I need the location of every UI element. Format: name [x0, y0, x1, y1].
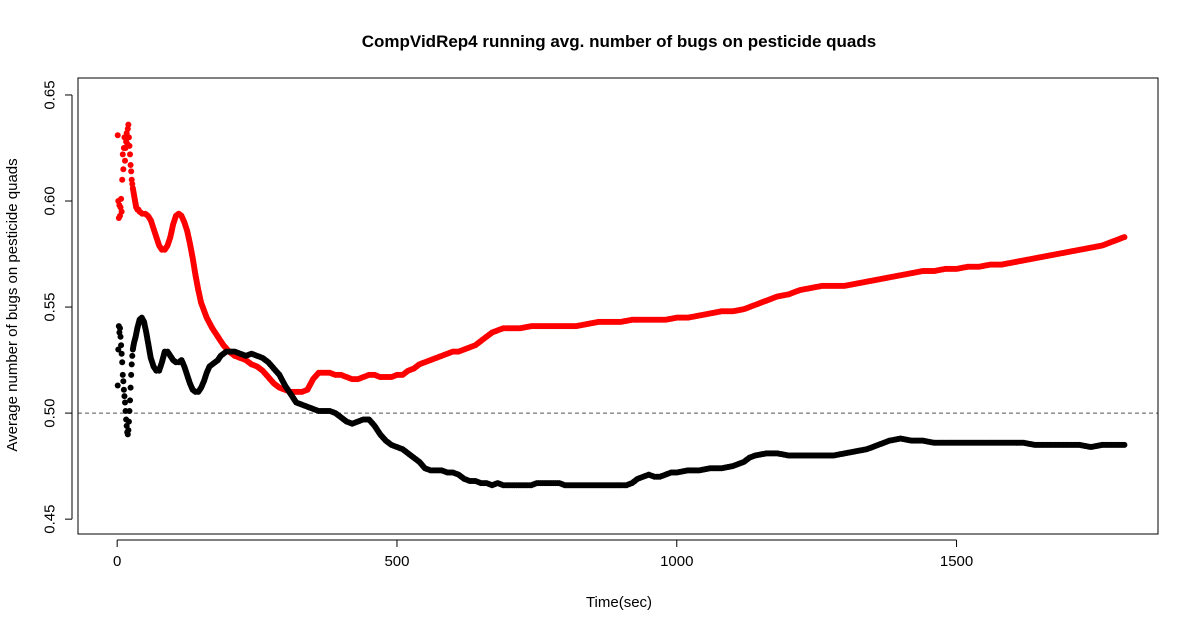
data-point — [128, 361, 135, 368]
plot-area — [78, 121, 1158, 489]
data-point — [127, 397, 134, 404]
data-point — [118, 208, 125, 215]
data-point — [121, 393, 128, 400]
data-point — [125, 418, 132, 425]
data-point — [118, 342, 125, 349]
y-axis-label: Average number of bugs on pesticide quad… — [4, 158, 21, 451]
series-1 — [114, 314, 1128, 489]
data-point — [129, 352, 136, 359]
data-point — [1121, 234, 1128, 241]
data-point — [128, 371, 135, 378]
data-point — [127, 384, 134, 391]
axes: 0 500 1000 1500 0.45 0.50 0.55 0.60 0.65 — [42, 80, 974, 570]
y-tick-label: 0.65 — [42, 80, 59, 109]
data-point — [116, 325, 123, 332]
data-point — [115, 346, 122, 353]
y-tick-label: 0.60 — [42, 186, 59, 215]
y-tick-label: 0.50 — [42, 399, 59, 428]
x-tick-label: 1000 — [660, 553, 693, 570]
data-point — [1121, 441, 1128, 448]
data-point — [128, 168, 135, 175]
data-point — [119, 176, 126, 183]
data-point — [120, 378, 127, 385]
data-point — [125, 134, 132, 141]
data-point — [119, 371, 126, 378]
y-tick-label: 0.45 — [42, 505, 59, 534]
data-point — [119, 359, 126, 366]
data-point — [118, 350, 125, 357]
data-point — [126, 407, 133, 414]
data-point — [127, 151, 134, 158]
data-point — [114, 382, 121, 389]
data-point — [125, 121, 132, 128]
data-point — [114, 132, 121, 139]
data-point — [119, 151, 126, 158]
data-point — [127, 161, 134, 168]
data-point — [120, 386, 127, 393]
x-tick-label: 0 — [113, 553, 121, 570]
data-point — [122, 157, 129, 164]
data-point — [120, 166, 127, 173]
plot-frame — [77, 77, 1159, 535]
data-point — [125, 427, 132, 434]
data-point — [126, 142, 133, 149]
data-point — [118, 195, 125, 202]
data-point — [117, 333, 124, 340]
y-tick-label: 0.55 — [42, 292, 59, 321]
chart-title: CompVidRep4 running avg. number of bugs … — [362, 32, 876, 51]
data-point — [122, 399, 129, 406]
x-tick-label: 1500 — [940, 553, 973, 570]
x-tick-label: 500 — [384, 553, 409, 570]
x-axis-label: Time(sec) — [586, 594, 652, 611]
series-0 — [114, 121, 1128, 395]
